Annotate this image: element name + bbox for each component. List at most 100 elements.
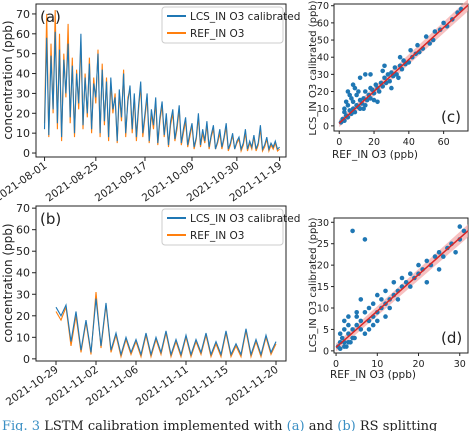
panel-c-y-tick-label: 40 [317,53,329,64]
panel-d-x-ticks: 0 10 20 30 [333,353,466,370]
panel-c-y-tick-label: 60 [317,18,329,29]
panel-d-point [339,335,345,341]
panel-d-point [354,310,360,315]
panel-b-series-lcs [55,298,277,357]
panel-c-point [350,99,356,105]
panel-d-point [387,305,393,311]
caption-ref-b[interactable]: (b) [337,420,356,431]
panel-c-point [396,75,401,81]
panel-d-point [354,314,360,319]
caption-and: and [308,420,334,431]
panel-c-point [394,72,399,77]
panel-d-y-tick-label: 20 [317,261,329,272]
panel-d-point [350,327,355,332]
panel-d-point [362,310,368,315]
panel-c-point [387,78,393,84]
panel-c-y-tick-label: 50 [317,36,329,47]
panel-d-y-ticks: 0 5 10 15 20 25 30 [317,218,334,357]
panel-d-point [453,250,458,255]
caption-figure-number: Fig. 3 [2,420,41,431]
panel-c-point [432,29,438,34]
panel-d-point [342,318,347,324]
panel-c-point [361,106,366,111]
panel-a-y-tick-label: 60 [16,28,30,41]
panel-c-point [349,96,354,101]
panel-d-fit-line [335,230,469,348]
panel-c-point [342,109,347,115]
panel-d-regression-line [335,230,469,348]
panel-c-point [389,85,394,91]
panel-b-label: (b) [40,210,61,228]
panel-c-x-ticks: 0 20 40 60 [336,131,450,148]
panel-d-point [366,327,372,332]
panel-c-point [345,89,351,94]
panel-d-point [358,297,364,302]
panel-a-y-tick-label: 50 [16,48,30,61]
panel-b-y-tick-label: 10 [16,331,30,344]
panel-c-point [371,97,377,103]
panel-c-y-tick-label: 10 [317,104,329,115]
caption-ref-a[interactable]: (a) [286,420,305,431]
panel-b-y-tick-label: 30 [16,288,30,301]
panel-a-lines [43,9,280,154]
panel-c-point [408,48,413,53]
panel-c-point [415,42,420,48]
panel-d-point [342,344,347,349]
panel-d-y-tick-label: 30 [317,218,329,229]
panel-c-point [392,65,398,70]
panel-a-x-tick-label: 2021-08-01 [0,160,49,205]
panel-a-legend: LCS_IN O3 calibrated REF_IN O3 [161,6,300,44]
caption-suffix: RS splitting [359,420,438,431]
panel-a-legend-box [161,6,284,44]
panel-a-y-tick-label: 10 [16,127,30,140]
panel-c-point [363,103,368,108]
panel-d-point [457,224,463,229]
panel-d-points [335,224,467,352]
panel-c-y-tick-label: 0 [323,121,329,132]
panel-d-point [395,297,401,302]
panel-d-point [362,237,368,242]
panel-c-point [401,58,406,63]
panel-d-point [375,318,380,324]
panel-d-point [379,297,384,302]
panel-c-point [423,34,429,39]
panel-a-ylabel: concentration (ppb) [1,20,15,139]
panel-c-x-tick-label: 40 [403,137,415,148]
panel-d-point [424,258,430,264]
panel-d-point [436,250,442,255]
panel-b-y-tick-label: 60 [16,224,30,237]
panel-c-point [441,20,446,26]
panel-c-point [363,89,368,94]
panel-d-y-tick-label: 25 [317,239,329,250]
panel-a-legend-ref-label: REF_IN O3 [190,28,244,40]
panel-c-point [347,92,353,98]
panel-c-ylabel: LCS_IN O3 calibrated (ppb) [308,0,319,135]
panel-b-legend-box [161,208,284,246]
panel-d-y-tick-label: 15 [317,282,329,293]
panel-d-point [436,267,442,272]
panel-a-y-tick-label: 20 [16,107,30,120]
panel-c-frame [333,3,469,132]
panel-d-point [358,327,364,332]
panel-c-point [352,85,358,91]
panel-b-frame [35,205,287,362]
panel-a-y-tick-label: 40 [16,68,30,81]
panel-c-point [366,92,372,98]
panel-d-point [358,318,364,324]
panel-d-point [424,280,430,285]
panel-c-point [357,75,363,81]
panel-c-point [356,89,361,94]
panel-c-point [342,106,347,111]
panel-c-x-tick-label: 0 [336,137,342,148]
figure-caption: Fig. 3 LSTM calibration implemented with… [2,420,472,431]
panel-b-lines [55,292,277,359]
panel-b: 0 10 20 30 40 50 60 70 2021-10-292021-11-022021… [1,202,300,408]
panel-c-y-ticks: 0 10 20 30 40 50 60 70 [317,1,334,132]
panel-d-point [370,301,376,307]
panel-b-x-tick-label: 2021-11-20 [224,364,281,409]
panel-d-point [346,340,351,345]
panel-d-point [354,322,360,328]
panel-c-x-tick-label: 60 [438,137,450,148]
panel-d-point [350,228,355,234]
panel-c-y-tick-label: 30 [317,70,329,81]
